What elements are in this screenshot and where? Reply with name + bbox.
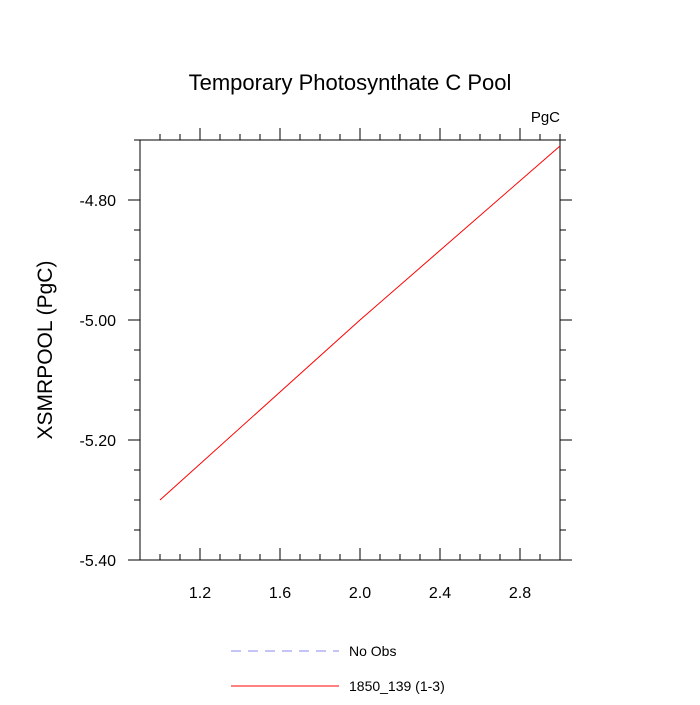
y-tick-label: -5.40 bbox=[80, 553, 117, 570]
axis-ticks bbox=[128, 128, 572, 561]
axis-tick-labels: 1.2 1.6 2.0 2.4 2.8 -5.40 -5.20 -5.00 -4.80 bbox=[80, 193, 532, 602]
units-label: PgC bbox=[531, 109, 560, 126]
y-axis-label: XSMRPOOL (PgC) bbox=[34, 261, 57, 440]
x-tick-label: 2.4 bbox=[429, 585, 451, 602]
y-tick-label: -5.20 bbox=[80, 433, 117, 450]
x-tick-label: 2.8 bbox=[509, 585, 531, 602]
y-tick-label: -5.00 bbox=[80, 313, 117, 330]
legend: No Obs 1850_139 (1-3) bbox=[231, 643, 445, 694]
x-tick-label: 1.6 bbox=[269, 585, 291, 602]
series-lines bbox=[159, 145, 561, 501]
chart-title: Temporary Photosynthate C Pool bbox=[189, 70, 512, 95]
legend-label: No Obs bbox=[349, 643, 396, 659]
y-tick-label: -4.80 bbox=[80, 193, 117, 210]
x-tick-label: 2.0 bbox=[349, 585, 371, 602]
plot-frame bbox=[139, 139, 561, 561]
legend-label: 1850_139 (1-3) bbox=[349, 678, 445, 694]
x-tick-label: 1.2 bbox=[189, 585, 211, 602]
series-line bbox=[159, 145, 561, 501]
